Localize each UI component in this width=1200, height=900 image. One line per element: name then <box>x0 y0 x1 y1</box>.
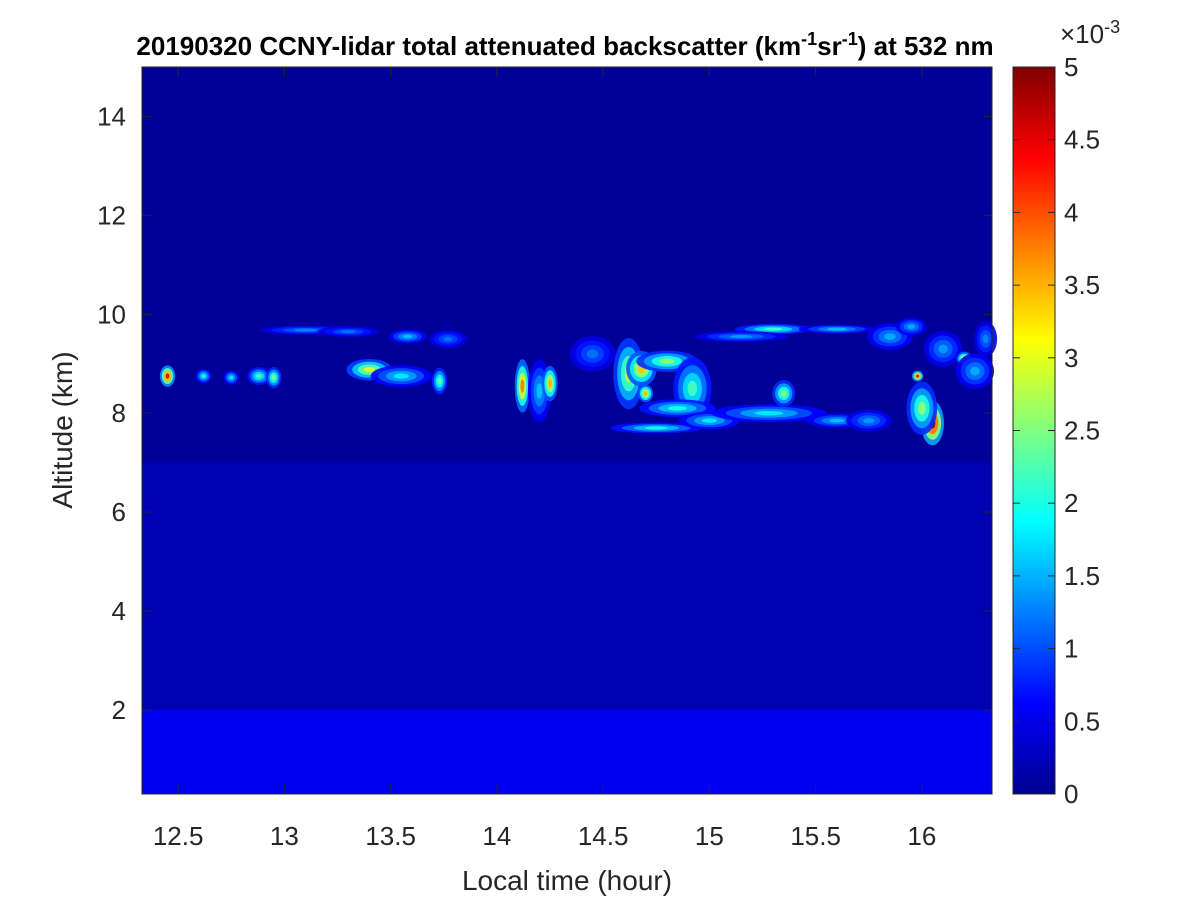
x-tick-label: 15 <box>695 821 724 851</box>
y-tick-label: 10 <box>97 299 126 329</box>
y-tick-label: 2 <box>112 695 126 725</box>
y-tick-label: 14 <box>97 101 126 131</box>
cloud-feature <box>428 330 468 348</box>
cloud-feature <box>911 370 924 382</box>
chart-title: 20190320 CCNY-lidar total attenuated bac… <box>136 29 993 61</box>
y-tick-label: 4 <box>112 596 126 626</box>
colorbar-tick-label: 1 <box>1064 634 1078 664</box>
cloud-feature <box>247 367 271 386</box>
colorbar-tick-label: 0.5 <box>1064 706 1100 736</box>
heatmap-area <box>141 66 998 795</box>
cloud-feature <box>906 381 938 435</box>
background-bands <box>142 67 992 794</box>
y-tick-label: 12 <box>97 200 126 230</box>
cloud-feature <box>637 384 654 403</box>
boundary-layer-band <box>142 709 992 794</box>
colorbar-tick-label: 1.5 <box>1064 561 1100 591</box>
cloud-feature <box>955 353 995 389</box>
colorbar-tick-label: 3.5 <box>1064 270 1100 300</box>
cloud-feature <box>431 367 448 395</box>
colorbar-tick-label: 5 <box>1064 52 1078 82</box>
cloud-feature <box>542 365 558 402</box>
colorbar-tick-label: 2 <box>1064 488 1078 518</box>
y-axis-ticks: 2 4 6 8 10 12 14 <box>97 101 992 725</box>
cloud-feature <box>195 368 212 384</box>
colorbar-ticks: 0 0.5 1 1.5 2 2.5 3 3.5 4 4.5 5 <box>1013 52 1100 809</box>
colorbar-tick-label: 0 <box>1064 779 1078 809</box>
cloud-feature <box>159 365 176 387</box>
y-axis-label: Altitude (km) <box>47 351 78 508</box>
colorbar-exponent: ×10-3 <box>1060 17 1120 49</box>
colorbar-tick-label: 4 <box>1064 197 1078 227</box>
colorbar-tick-label: 3 <box>1064 343 1078 373</box>
x-tick-label: 12.5 <box>153 821 204 851</box>
upper-atmosphere-band <box>142 67 992 463</box>
cloud-feature <box>388 329 427 344</box>
x-tick-label: 14.5 <box>578 821 629 851</box>
colorbar-tick-label: 2.5 <box>1064 416 1100 446</box>
cloud-feature <box>695 331 788 342</box>
x-tick-label: 13 <box>270 821 299 851</box>
cloud-feature <box>711 404 827 423</box>
x-axis-ticks: 12.5 13 13.5 14 14.5 15 15.5 16 <box>153 67 936 851</box>
cloud-feature <box>924 331 963 367</box>
cloud-feature <box>974 321 998 357</box>
cloud-feature <box>569 336 616 372</box>
cloud-feature <box>317 326 379 337</box>
cloud-feature <box>845 409 892 432</box>
x-tick-label: 15.5 <box>790 821 841 851</box>
x-tick-label: 16 <box>907 821 936 851</box>
colorbar: 0 0.5 1 1.5 2 2.5 3 3.5 4 4.5 5 ×10-3 <box>1012 17 1120 809</box>
y-tick-label: 8 <box>112 398 126 428</box>
y-tick-label: 6 <box>112 497 126 527</box>
cloud-feature <box>772 380 796 407</box>
cloud-feature <box>610 422 703 434</box>
mid-atmosphere-band <box>142 462 992 710</box>
cloud-features <box>159 317 998 446</box>
cloud-feature <box>370 365 432 387</box>
x-tick-label: 14 <box>482 821 511 851</box>
cloud-feature <box>798 324 876 334</box>
x-axis-label: Local time (hour) <box>462 865 672 896</box>
cloud-feature <box>223 370 239 385</box>
x-tick-label: 13.5 <box>365 821 416 851</box>
cloud-feature <box>895 317 927 336</box>
cloud-feature <box>266 366 282 389</box>
cloud-feature <box>514 359 531 413</box>
colorbar-tick-label: 4.5 <box>1064 125 1100 155</box>
cloud-feature <box>867 323 913 350</box>
